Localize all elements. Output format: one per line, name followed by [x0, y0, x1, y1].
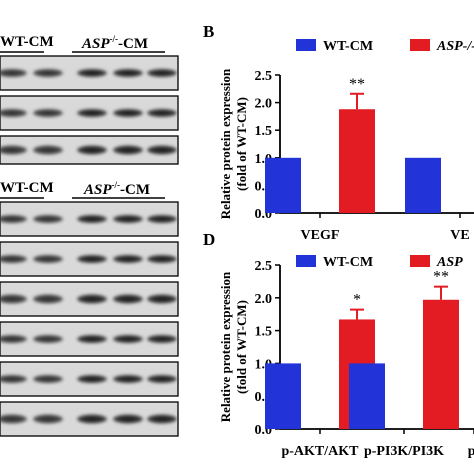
blot-band: [33, 294, 63, 304]
blot-band: [147, 335, 177, 343]
bar: [405, 157, 441, 213]
x-tick-label: VEGF: [301, 228, 340, 243]
blot-band: [113, 109, 143, 117]
x-tick-label: p-: [468, 444, 474, 459]
legend-label: ASP: [436, 255, 463, 270]
blot-band: [33, 69, 63, 77]
y-axis-label-line2: (fold of WT-CM): [234, 97, 249, 191]
x-tick-label: VE: [450, 228, 469, 243]
y-tick-label: 2.0: [255, 292, 273, 307]
y-tick-label: 1.5: [255, 124, 273, 139]
blot-band: [147, 255, 177, 263]
blot-band: [147, 109, 177, 117]
blot-band: [33, 255, 63, 263]
blot-band: [77, 255, 107, 263]
blot-band: [0, 145, 27, 155]
blot-band: [33, 109, 63, 117]
blot-band: [77, 335, 107, 343]
blot-top-wt-label: WT-CM: [0, 34, 54, 51]
y-tick-label: 2.5: [255, 259, 273, 274]
legend-label: WT-CM: [323, 39, 373, 54]
blot-band: [33, 145, 63, 155]
bar: [339, 109, 375, 213]
blot-band: [33, 375, 63, 383]
y-tick-label: 2.5: [255, 69, 273, 84]
blot-band: [0, 109, 27, 117]
blot-bottom-asp-label: ASP-/--CM: [84, 180, 150, 199]
panel-b-letter: B: [203, 22, 215, 41]
x-tick-label: p-PI3K/PI3K: [364, 444, 444, 459]
blot-bottom-wt-text: WT-CM: [0, 180, 54, 196]
significance-marker: **: [349, 76, 365, 93]
blot-top-asp-text: ASP: [82, 36, 110, 52]
blot-band: [77, 145, 107, 155]
blot-band: [77, 294, 107, 304]
blot-bottom-wt-label: WT-CM: [0, 180, 54, 197]
blot-band: [147, 69, 177, 77]
blot-bottom-asp-text: ASP: [84, 182, 112, 198]
blot-band: [77, 414, 107, 424]
blot-band: [77, 109, 107, 117]
blot-band: [113, 69, 143, 77]
blot-band: [0, 414, 27, 424]
y-axis-label: Relative protein expression: [218, 271, 233, 422]
y-tick-label: 1.5: [255, 325, 273, 340]
legend-swatch: [296, 255, 316, 267]
blot-band: [147, 414, 177, 424]
blot-band: [77, 215, 107, 223]
significance-marker: **: [433, 269, 449, 286]
blot-band: [113, 255, 143, 263]
blot-band: [147, 145, 177, 155]
y-tick-label: 2.0: [255, 97, 273, 112]
legend-swatch: [410, 255, 430, 267]
blot-band: [113, 215, 143, 223]
significance-marker: *: [353, 292, 361, 309]
blot-band: [113, 335, 143, 343]
legend-label: ASP-/--: [436, 39, 474, 54]
blot-band: [0, 294, 27, 304]
legend-label: WT-CM: [323, 255, 373, 270]
blot-top-asp-suffix: -CM: [118, 36, 149, 52]
blot-band: [113, 414, 143, 424]
blot-band: [113, 145, 143, 155]
bar: [265, 157, 301, 213]
blot-top-asp-sup: -/-: [109, 34, 119, 44]
blot-band: [0, 69, 27, 77]
legend-swatch: [296, 39, 316, 51]
bar: [265, 363, 301, 429]
blot-band: [77, 69, 107, 77]
bar: [423, 299, 459, 429]
western-blot-panel: [0, 51, 179, 437]
y-axis-label-line2: (fold of WT-CM): [234, 300, 249, 394]
blot-top-wt-text: WT-CM: [0, 34, 54, 50]
blot-band: [113, 294, 143, 304]
legend-swatch: [410, 39, 430, 51]
blot-bottom-asp-sup: -/-: [111, 180, 121, 190]
blot-band: [0, 335, 27, 343]
blot-band: [0, 255, 27, 263]
bar: [349, 363, 385, 429]
blot-band: [113, 375, 143, 383]
x-tick-label: p-AKT/AKT: [281, 444, 359, 459]
blot-band: [33, 215, 63, 223]
blot-top-asp-label: ASP-/--CM: [82, 34, 148, 53]
blot-band: [147, 215, 177, 223]
blot-band: [147, 375, 177, 383]
blot-bottom-asp-suffix: -CM: [120, 182, 151, 198]
y-axis-label: Relative protein expression: [218, 68, 233, 219]
blot-band: [77, 375, 107, 383]
blot-band: [147, 294, 177, 304]
blot-band: [0, 375, 27, 383]
blot-band: [33, 335, 63, 343]
blot-band: [0, 215, 27, 223]
blot-band: [33, 414, 63, 424]
panel-d-letter: D: [203, 230, 216, 249]
